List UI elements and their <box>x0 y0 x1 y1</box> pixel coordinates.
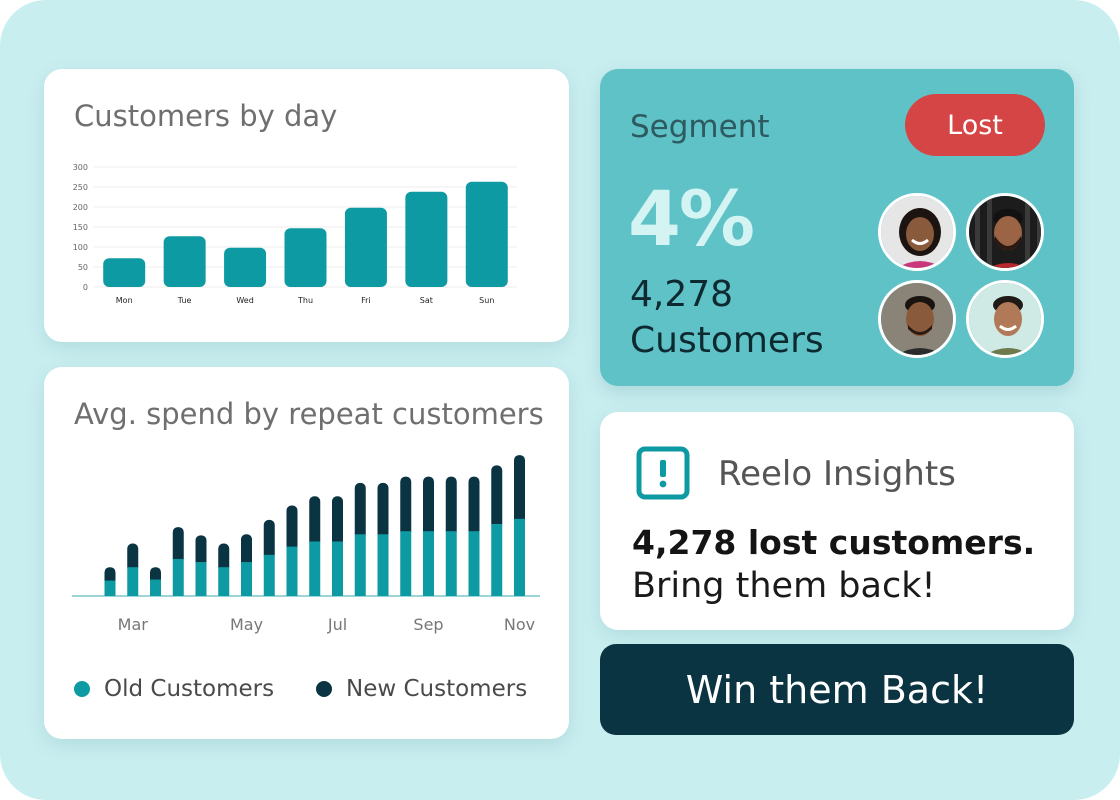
insights-card: Reelo Insights 4,278 lost customers. Bri… <box>600 412 1074 630</box>
bar-old-customers <box>378 534 389 596</box>
y-tick-label: 0 <box>83 283 88 292</box>
bar-new-customers <box>514 455 525 524</box>
bar-old-customers <box>332 541 343 596</box>
bar-new-customers <box>264 520 275 560</box>
x-tick-label: Mar <box>118 615 149 634</box>
bar-old-customers <box>196 562 207 596</box>
segment-count-label: Customers <box>630 323 824 359</box>
bar-new-customers <box>491 465 502 529</box>
bar-fri <box>345 208 387 287</box>
segment-count: 4,278 <box>630 277 733 313</box>
insights-headline: 4,278 lost customers. <box>632 523 1035 562</box>
bar-new-customers <box>309 496 320 546</box>
bar-old-customers <box>491 524 502 596</box>
bar-new-customers <box>287 505 298 551</box>
customers-by-day-card: Customers by day 0 50 100 150 200 250 300 Mon Tu… <box>44 69 569 342</box>
bar-new-customers <box>423 477 434 537</box>
avatar-man-beard <box>966 193 1044 271</box>
bar-old-customers <box>150 580 161 596</box>
legend-new-customers: New Customers <box>316 676 527 702</box>
y-tick-label: 50 <box>78 263 88 272</box>
x-tick-label: Mon <box>116 296 133 305</box>
bar-new-customers <box>469 477 480 537</box>
x-tick-label: Thu <box>297 296 313 305</box>
legend-old-customers: Old Customers <box>74 676 274 702</box>
bar-old-customers <box>173 559 184 596</box>
bar-old-customers <box>287 547 298 596</box>
legend-old-label: Old Customers <box>104 676 274 702</box>
bar-thu <box>285 228 327 287</box>
bar-old-customers <box>423 531 434 596</box>
y-tick-label: 300 <box>73 163 88 172</box>
bar-new-customers <box>173 527 184 564</box>
bar-old-customers <box>514 519 525 596</box>
avatar-man-dark-jacket <box>878 280 956 358</box>
avatar-man-smiling <box>966 280 1044 358</box>
bar-sun <box>466 182 508 287</box>
legend-new-dot <box>316 681 332 697</box>
bar-old-customers <box>309 541 320 596</box>
segment-percent: 4% <box>628 181 753 257</box>
bar-mon <box>103 258 145 287</box>
y-tick-label: 250 <box>73 183 88 192</box>
x-tick-label: Tue <box>177 296 192 305</box>
x-tick-label: Sat <box>420 296 433 305</box>
insights-title: Reelo Insights <box>718 454 956 494</box>
x-tick-label: Nov <box>504 615 535 634</box>
dashboard-frame: Customers by day 0 50 100 150 200 250 300 Mon Tu… <box>0 0 1120 800</box>
x-tick-label: May <box>230 615 263 634</box>
x-tick-label: Sun <box>479 296 494 305</box>
win-them-back-button[interactable]: Win them Back! <box>600 644 1074 735</box>
y-tick-label: 200 <box>73 203 88 212</box>
bar-old-customers <box>241 562 252 596</box>
y-tick-label: 150 <box>73 223 88 232</box>
bar-old-customers <box>355 534 366 596</box>
legend-old-dot <box>74 681 90 697</box>
alert-icon <box>636 446 690 500</box>
legend-new-label: New Customers <box>346 676 527 702</box>
x-tick-label: Fri <box>361 296 371 305</box>
x-tick-label: Sep <box>413 615 443 634</box>
bar-new-customers <box>332 496 343 546</box>
bar-new-customers <box>378 483 389 539</box>
bar-old-customers <box>400 531 411 596</box>
bar-old-customers <box>469 531 480 596</box>
bar-old-customers <box>218 567 229 596</box>
bar-new-customers <box>400 477 411 537</box>
avg-spend-chart: Mar May Jul Sep Nov <box>44 367 569 657</box>
lost-badge[interactable]: Lost <box>905 94 1045 156</box>
bar-new-customers <box>446 477 457 537</box>
bar-old-customers <box>446 531 457 596</box>
bar-new-customers <box>355 483 366 539</box>
bar-sat <box>405 192 447 287</box>
bar-wed <box>224 248 266 287</box>
bar-tue <box>164 236 206 287</box>
bar-old-customers <box>105 581 116 596</box>
segment-card: Segment Lost 4% 4,278 Customers <box>600 69 1074 386</box>
x-tick-label: Jul <box>327 615 347 634</box>
avg-spend-card: Avg. spend by repeat customers Mar May Jul… <box>44 367 569 739</box>
bar-old-customers <box>264 555 275 596</box>
customers-by-day-chart: 0 50 100 150 200 250 300 Mon Tue Wed Thu Fri Sat Sun <box>44 69 569 342</box>
avatar-woman <box>878 193 956 271</box>
segment-title: Segment <box>630 109 770 145</box>
x-tick-label: Wed <box>236 296 253 305</box>
bar-old-customers <box>127 567 138 596</box>
y-tick-label: 100 <box>73 243 88 252</box>
insights-subline: Bring them back! <box>632 566 936 606</box>
